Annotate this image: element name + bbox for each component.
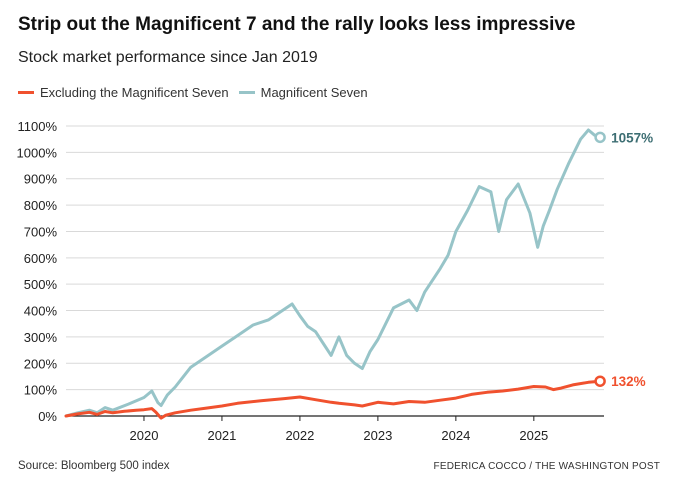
credit-note: FEDERICA COCCO / THE WASHINGTON POST <box>433 461 660 472</box>
x-tick-label: 2023 <box>363 428 392 443</box>
series-endpoint-mag7 <box>594 131 606 144</box>
legend-item-excluding: Excluding the Magnificent Seven <box>18 85 229 100</box>
y-tick-label: 900% <box>24 172 58 187</box>
y-tick-label: 300% <box>24 330 58 345</box>
y-tick-label: 1100% <box>17 119 57 134</box>
y-tick-label: 800% <box>24 198 58 213</box>
y-tick-label: 500% <box>24 277 58 292</box>
series-line-mag7 <box>64 128 602 418</box>
legend: Excluding the Magnificent Seven Magnific… <box>18 85 378 100</box>
legend-swatch-mag7 <box>238 91 255 94</box>
legend-label-mag7: Magnificent Seven <box>260 85 368 100</box>
source-note: Source: Bloomberg 500 index <box>18 460 170 472</box>
x-tick-label: 2021 <box>207 428 236 443</box>
y-tick-label: 100% <box>24 383 58 398</box>
series-line-excluding <box>64 379 602 420</box>
legend-label-excluding: Excluding the Magnificent Seven <box>40 85 229 100</box>
legend-item-mag7: Magnificent Seven <box>238 85 368 100</box>
chart-subtitle: Stock market performance since Jan 2019 <box>18 49 318 66</box>
x-tick-label: 2022 <box>285 428 314 443</box>
y-tick-label: 0% <box>38 409 57 424</box>
x-tick-label: 2020 <box>130 428 159 443</box>
legend-swatch-excluding <box>18 91 34 94</box>
y-tick-label: 200% <box>24 356 58 371</box>
chart-title: Strip out the Magnificent 7 and the rall… <box>18 14 576 35</box>
x-tick-label: 2025 <box>519 428 548 443</box>
series-endpoint-excluding <box>594 375 606 387</box>
x-tick-label: 2024 <box>441 428 470 443</box>
y-tick-label: 400% <box>24 304 58 319</box>
y-tick-label: 700% <box>24 224 58 239</box>
series-end-label-mag7: 1057% <box>611 130 653 145</box>
y-tick-label: 600% <box>24 251 58 266</box>
series-end-label-excluding: 132% <box>611 374 646 389</box>
y-tick-label: 1000% <box>17 145 58 160</box>
